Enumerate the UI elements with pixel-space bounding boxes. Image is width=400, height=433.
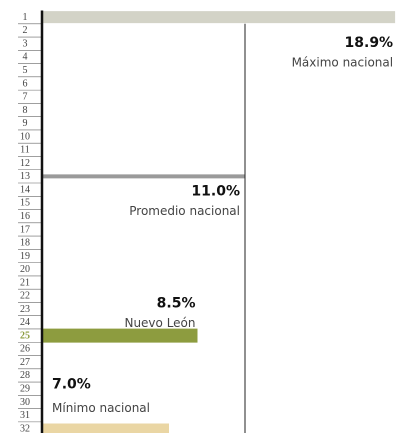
row-label: 22 bbox=[20, 291, 30, 302]
bar bbox=[42, 423, 169, 433]
row-label: 29 bbox=[20, 383, 30, 394]
row-label: 3 bbox=[23, 38, 28, 49]
row-label: 4 bbox=[23, 52, 28, 63]
row-label: 1 bbox=[23, 12, 28, 23]
value-label: 11.0% bbox=[191, 183, 240, 199]
row-label: 24 bbox=[20, 317, 30, 328]
row-label: 23 bbox=[20, 304, 30, 315]
value-label: 18.9% bbox=[345, 35, 394, 51]
bar bbox=[42, 174, 245, 179]
row-label: 7 bbox=[23, 92, 28, 103]
bar bbox=[42, 328, 198, 343]
row-label: 25 bbox=[20, 330, 30, 341]
row-label: 13 bbox=[20, 171, 30, 182]
row-label: 19 bbox=[20, 251, 30, 262]
row-label: 20 bbox=[20, 264, 30, 275]
bar-note: Máximo nacional bbox=[292, 56, 394, 70]
value-label: 7.0% bbox=[52, 377, 91, 393]
row-label: 26 bbox=[20, 344, 30, 355]
row-label: 10 bbox=[20, 131, 30, 142]
row-label: 16 bbox=[20, 211, 30, 222]
row-label: 2 bbox=[23, 25, 28, 36]
row-label: 17 bbox=[20, 224, 30, 235]
row-label: 8 bbox=[23, 105, 28, 116]
row-label: 14 bbox=[20, 184, 30, 195]
row-label: 15 bbox=[20, 198, 30, 209]
bar-note: Nuevo León bbox=[124, 316, 195, 330]
bar-note: Promedio nacional bbox=[129, 204, 240, 218]
row-label: 5 bbox=[23, 65, 28, 76]
row-label: 9 bbox=[23, 118, 28, 129]
bar bbox=[42, 11, 396, 24]
value-label: 8.5% bbox=[157, 296, 196, 312]
row-label: 12 bbox=[20, 158, 30, 169]
row-label: 32 bbox=[20, 423, 30, 433]
row-label: 6 bbox=[23, 78, 28, 89]
row-label: 30 bbox=[20, 397, 30, 408]
row-label: 27 bbox=[20, 357, 30, 368]
row-label: 11 bbox=[20, 145, 30, 156]
row-label: 18 bbox=[20, 238, 30, 249]
row-label: 21 bbox=[20, 277, 30, 288]
row-label: 28 bbox=[20, 370, 30, 381]
row-label: 31 bbox=[20, 410, 30, 421]
bar-note: Mínimo nacional bbox=[52, 401, 150, 415]
